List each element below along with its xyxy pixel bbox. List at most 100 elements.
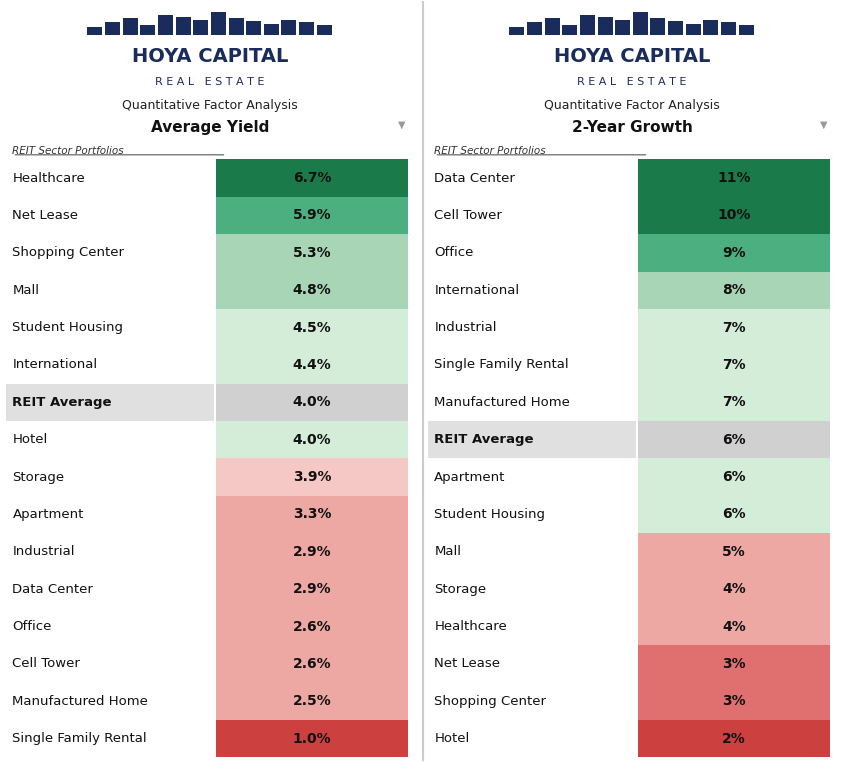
Text: 2.5%: 2.5% xyxy=(292,694,331,709)
Text: Single Family Rental: Single Family Rental xyxy=(13,732,147,745)
Text: 3.3%: 3.3% xyxy=(293,507,331,521)
Text: Mall: Mall xyxy=(13,283,40,296)
Bar xyxy=(638,309,829,346)
Text: HOYA CAPITAL: HOYA CAPITAL xyxy=(554,47,710,66)
Bar xyxy=(210,12,226,35)
Text: 5.3%: 5.3% xyxy=(293,246,331,260)
Bar xyxy=(216,533,408,571)
Text: 5%: 5% xyxy=(722,545,746,559)
Bar xyxy=(638,459,829,496)
Bar xyxy=(158,14,173,35)
Bar xyxy=(176,18,190,35)
Text: 2.6%: 2.6% xyxy=(293,657,331,671)
Text: 4%: 4% xyxy=(722,582,746,596)
Text: Hotel: Hotel xyxy=(13,434,48,447)
Bar xyxy=(194,20,208,35)
Bar xyxy=(216,571,408,608)
Bar xyxy=(598,18,613,35)
Text: International: International xyxy=(13,358,98,371)
Text: REIT Average: REIT Average xyxy=(434,434,534,447)
Text: R E A L   E S T A T E: R E A L E S T A T E xyxy=(155,78,264,88)
Bar xyxy=(216,459,408,496)
Bar xyxy=(216,383,408,421)
Text: Quantitative Factor Analysis: Quantitative Factor Analysis xyxy=(544,98,720,112)
Bar xyxy=(638,571,829,608)
Text: 2.9%: 2.9% xyxy=(293,582,331,596)
Bar xyxy=(651,18,665,35)
Text: Shopping Center: Shopping Center xyxy=(13,246,125,259)
Text: Manufactured Home: Manufactured Home xyxy=(13,695,148,708)
Bar xyxy=(317,25,332,35)
Bar xyxy=(721,22,736,35)
Bar xyxy=(527,22,542,35)
Text: Net Lease: Net Lease xyxy=(13,209,78,222)
Bar xyxy=(429,421,636,459)
Text: Net Lease: Net Lease xyxy=(434,658,500,671)
Text: Apartment: Apartment xyxy=(434,471,506,484)
Text: 7%: 7% xyxy=(722,395,746,409)
Text: 9%: 9% xyxy=(722,246,746,260)
Bar xyxy=(264,24,279,35)
Bar xyxy=(738,25,754,35)
Text: 2.9%: 2.9% xyxy=(293,545,331,559)
Text: Hotel: Hotel xyxy=(434,732,470,745)
Text: ▼: ▼ xyxy=(820,120,828,130)
Bar xyxy=(216,159,408,197)
Bar xyxy=(638,159,829,197)
Bar xyxy=(216,645,408,683)
Text: 11%: 11% xyxy=(717,171,750,185)
Text: 2-Year Growth: 2-Year Growth xyxy=(572,120,692,135)
Bar xyxy=(141,25,155,35)
Text: Healthcare: Healthcare xyxy=(434,620,507,633)
Text: Office: Office xyxy=(13,620,52,633)
Text: Student Housing: Student Housing xyxy=(13,321,124,334)
Text: Office: Office xyxy=(434,246,474,259)
Bar xyxy=(703,20,718,35)
Bar xyxy=(299,22,314,35)
Text: 4.5%: 4.5% xyxy=(292,321,331,335)
Bar xyxy=(216,197,408,234)
Text: ▼: ▼ xyxy=(398,120,406,130)
Text: Single Family Rental: Single Family Rental xyxy=(434,358,569,371)
Bar xyxy=(123,18,138,35)
Text: 10%: 10% xyxy=(717,209,750,223)
Bar xyxy=(685,24,701,35)
Bar xyxy=(638,421,829,459)
Text: Storage: Storage xyxy=(13,471,65,484)
Bar xyxy=(105,22,120,35)
Text: 4%: 4% xyxy=(722,620,746,634)
Bar xyxy=(88,27,103,35)
Bar xyxy=(216,421,408,459)
Text: REIT Average: REIT Average xyxy=(13,395,112,409)
Text: 2%: 2% xyxy=(722,732,746,746)
Bar xyxy=(638,683,829,720)
Text: International: International xyxy=(434,283,520,296)
Text: 4.0%: 4.0% xyxy=(293,395,331,409)
Text: HOYA CAPITAL: HOYA CAPITAL xyxy=(132,47,288,66)
Bar xyxy=(216,608,408,645)
Bar xyxy=(633,12,647,35)
Text: 7%: 7% xyxy=(722,358,746,372)
Text: Industrial: Industrial xyxy=(13,546,75,559)
Text: Cell Tower: Cell Tower xyxy=(434,209,503,222)
Bar xyxy=(281,20,296,35)
Text: 6%: 6% xyxy=(722,470,746,484)
Text: Data Center: Data Center xyxy=(434,171,515,184)
Bar xyxy=(562,25,578,35)
Bar xyxy=(509,27,525,35)
Bar xyxy=(638,533,829,571)
Bar xyxy=(638,197,829,234)
Bar xyxy=(638,608,829,645)
Bar xyxy=(638,645,829,683)
Text: Shopping Center: Shopping Center xyxy=(434,695,546,708)
Text: Industrial: Industrial xyxy=(434,321,497,334)
Bar xyxy=(669,21,683,35)
Text: 1.0%: 1.0% xyxy=(293,732,331,746)
Text: 4.0%: 4.0% xyxy=(293,433,331,447)
Bar xyxy=(545,18,560,35)
Text: R E A L   E S T A T E: R E A L E S T A T E xyxy=(578,78,687,88)
Bar xyxy=(580,14,595,35)
Bar xyxy=(638,383,829,421)
Text: Student Housing: Student Housing xyxy=(434,508,546,521)
Text: 5.9%: 5.9% xyxy=(293,209,331,223)
